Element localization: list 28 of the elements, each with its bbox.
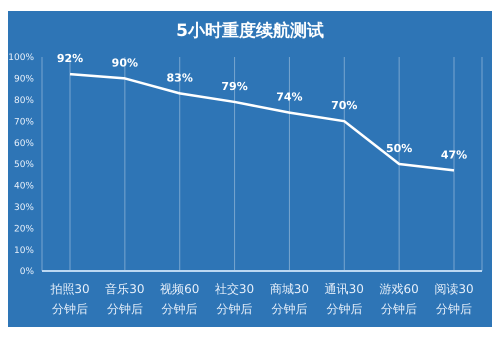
chart-title: 5小时重度续航测试 (175, 20, 325, 43)
x-tick-label: 音乐30 分钟后 (105, 282, 144, 316)
data-label: 83% (166, 71, 193, 84)
y-tick-label: 70% (14, 117, 34, 128)
data-label: 90% (112, 56, 138, 70)
y-tick-label: 40% (14, 182, 34, 192)
data-label: 70% (331, 99, 358, 112)
y-tick-label: 80% (14, 96, 34, 106)
data-label: 47% (440, 148, 468, 162)
x-tick-label: 视频60 分钟后 (160, 282, 200, 316)
data-label: 92% (56, 52, 84, 66)
x-tick-label: 游戏60 分钟后 (380, 282, 419, 316)
y-tick-label: 90% (14, 74, 34, 85)
x-tick-label: 商城30 分钟后 (270, 282, 310, 316)
y-tick-label: 50% (14, 160, 34, 170)
y-tick-label: 30% (14, 202, 34, 213)
y-tick-label: 100% (8, 53, 34, 64)
data-label: 79% (221, 80, 248, 93)
data-label: 74% (276, 90, 303, 104)
x-tick-label: 拍照30 分钟后 (49, 282, 90, 316)
x-tick-label: 通讯30 分钟后 (324, 282, 364, 316)
y-tick-label: 10% (14, 246, 34, 256)
data-label: 50% (386, 142, 412, 155)
x-tick-label: 社交30 分钟后 (214, 282, 254, 316)
x-tick-label: 阅读30 分钟后 (434, 282, 474, 316)
y-tick-label: 60% (14, 138, 34, 149)
y-tick-label: 0% (20, 267, 34, 278)
y-tick-label: 20% (14, 224, 34, 234)
